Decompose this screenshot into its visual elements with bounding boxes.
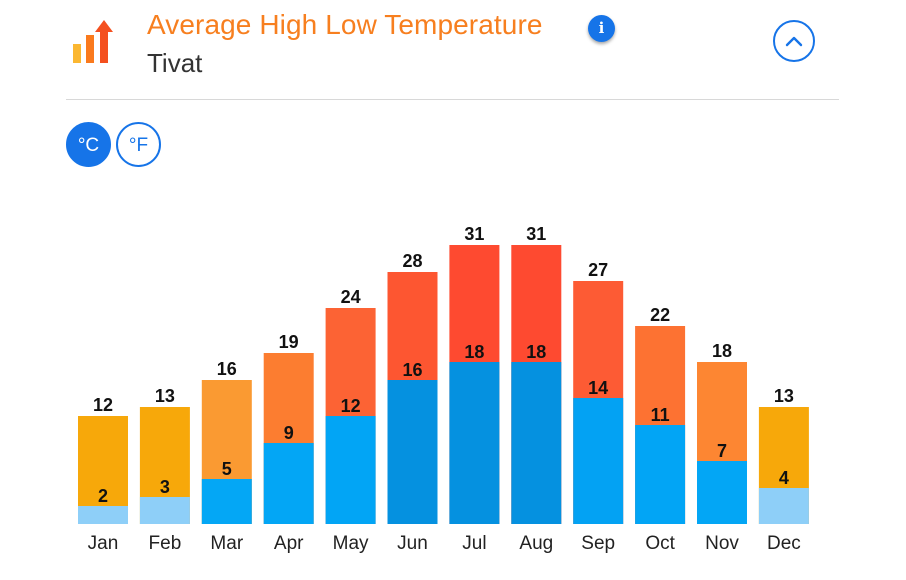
low-label-feb: 3: [160, 477, 170, 497]
high-label-jul: 31: [464, 224, 484, 244]
low-bar-jul: [449, 362, 500, 524]
low-label-mar: 5: [222, 459, 232, 479]
chart-title: Average High Low Temperature: [147, 9, 543, 40]
celsius-toggle[interactable]: °C: [66, 122, 111, 167]
chart-header: Average High Low Temperature Tivat i: [0, 0, 906, 100]
x-tick-feb: Feb: [149, 533, 182, 554]
header-divider: [66, 99, 839, 100]
high-label-apr: 19: [279, 332, 299, 352]
high-label-oct: 22: [650, 305, 670, 325]
low-label-dec: 4: [779, 468, 789, 488]
high-label-aug: 31: [526, 224, 546, 244]
low-label-aug: 18: [526, 342, 546, 362]
collapse-button[interactable]: [773, 20, 815, 62]
low-label-apr: 9: [284, 423, 294, 443]
x-tick-oct: Oct: [645, 533, 675, 554]
low-label-jan: 2: [98, 486, 108, 506]
x-tick-jan: Jan: [88, 533, 119, 554]
low-label-jun: 16: [402, 360, 422, 380]
x-tick-sep: Sep: [581, 533, 615, 554]
low-bar-dec: [758, 488, 809, 524]
location-name: Tivat: [147, 48, 203, 78]
high-label-dec: 13: [774, 386, 794, 406]
low-label-jul: 18: [464, 342, 484, 362]
low-bar-nov: [697, 461, 747, 524]
chevron-up-icon: [785, 36, 803, 47]
x-tick-nov: Nov: [705, 533, 739, 554]
info-icon[interactable]: i: [588, 15, 615, 42]
low-label-may: 12: [341, 396, 361, 416]
x-tick-jun: Jun: [397, 533, 428, 554]
low-bar-aug: [511, 362, 562, 524]
low-bar-mar: [201, 479, 252, 524]
high-label-may: 24: [341, 287, 361, 307]
low-bar-feb: [139, 497, 190, 524]
low-label-sep: 14: [588, 378, 608, 398]
high-label-jun: 28: [402, 251, 422, 271]
low-bar-jun: [387, 380, 438, 524]
x-tick-mar: Mar: [210, 533, 243, 554]
fahrenheit-toggle[interactable]: °F: [116, 122, 161, 167]
low-bar-sep: [573, 398, 624, 524]
low-label-oct: 11: [651, 405, 670, 425]
temperature-bars-icon: [73, 20, 113, 63]
x-tick-jul: Jul: [462, 533, 486, 554]
x-tick-dec: Dec: [767, 533, 801, 554]
low-bar-apr: [263, 443, 314, 524]
x-tick-apr: Apr: [274, 533, 304, 554]
high-label-nov: 18: [712, 341, 732, 361]
low-label-nov: 7: [717, 441, 727, 461]
x-tick-may: May: [333, 533, 369, 554]
x-tick-aug: Aug: [519, 533, 553, 554]
low-bar-jan: [78, 506, 128, 524]
low-bar-oct: [635, 425, 686, 524]
high-label-jan: 12: [93, 395, 113, 415]
high-label-feb: 13: [155, 386, 175, 406]
high-label-sep: 27: [588, 260, 608, 280]
high-label-mar: 16: [217, 359, 237, 379]
low-bar-may: [325, 416, 376, 524]
